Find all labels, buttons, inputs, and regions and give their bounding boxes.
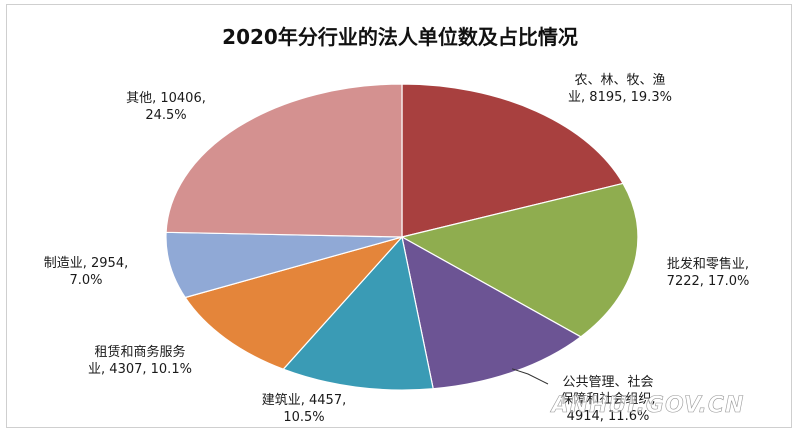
slice-label-2: 批发和零售业, 7222, 17.0% bbox=[667, 256, 750, 289]
pie-slice-6 bbox=[165, 231, 403, 299]
pie-slice-2 bbox=[400, 182, 639, 338]
slice-label-1: 农、林、牧、渔业, 8195, 19.3% bbox=[568, 73, 672, 105]
slice-label-5: 租赁和商务服务业, 4307, 10.1% bbox=[88, 344, 192, 377]
pie-slice-7 bbox=[165, 83, 403, 238]
watermark: ANHUI.GOV.CN bbox=[550, 393, 745, 418]
chart-frame bbox=[6, 4, 792, 428]
pie-slice-4 bbox=[282, 235, 434, 391]
pie-slice-5 bbox=[184, 235, 404, 370]
slice-label-6: 制造业, 2954, 7.0% bbox=[44, 256, 128, 288]
leader-line-3 bbox=[511, 368, 549, 385]
pie-slice-3 bbox=[401, 235, 582, 390]
slice-label-4: 建筑业, 4457, 10.5% bbox=[262, 392, 346, 425]
slice-label-7: 其他, 10406, 24.5% bbox=[126, 91, 206, 123]
pie-slices bbox=[165, 83, 639, 391]
slice-labels: 农、林、牧、渔业, 8195, 19.3% 批发和零售业, 7222, 17.0% 公… bbox=[44, 73, 750, 425]
slice-label-3: 公共管理、社会保障和社会组织, 4914, 11.6% bbox=[560, 374, 655, 424]
leader-lines bbox=[511, 368, 549, 385]
pie-slice-1 bbox=[401, 83, 624, 238]
chart-title: 2020年分行业的法人单位数及占比情况 bbox=[222, 25, 578, 49]
